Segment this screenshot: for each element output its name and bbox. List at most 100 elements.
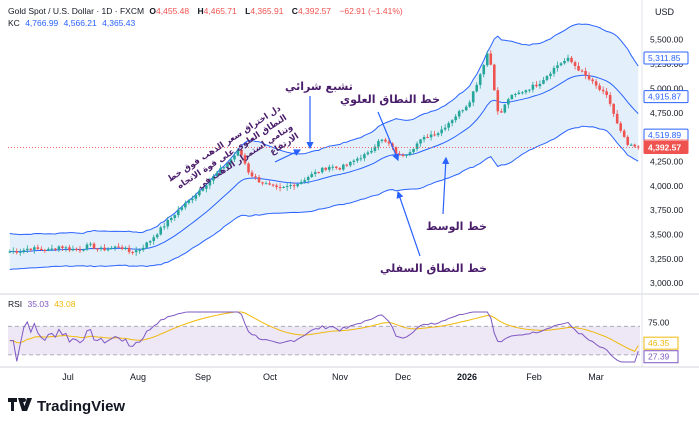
candle-body (507, 99, 510, 105)
candle-body (584, 70, 587, 76)
candle-body (261, 182, 264, 184)
candle-body (524, 90, 528, 93)
candle-body (40, 248, 43, 250)
y-tick-label: 3,250.00 (650, 254, 683, 264)
x-tick-label: Aug (130, 372, 146, 382)
ohlc-high: H4,465.71 (197, 6, 237, 16)
candle-body (636, 146, 640, 148)
candle-body (521, 92, 524, 94)
candle-body (15, 251, 19, 253)
candle-body (36, 247, 40, 249)
candle-body (240, 149, 243, 156)
candle-body (215, 172, 219, 177)
candle-body (145, 242, 148, 248)
candle-body (257, 177, 261, 183)
y-tick-label: 3,500.00 (650, 229, 683, 239)
candle-body (296, 183, 299, 187)
keltner-lower-band (9, 125, 639, 271)
rsi-axis-box (643, 350, 679, 364)
kc-price-label: 4,519.89 (648, 130, 681, 140)
candle-body (110, 247, 113, 250)
rsi-axis-box (643, 336, 679, 350)
candle-body (591, 79, 594, 82)
ohlc-open: O4,455.48 (149, 6, 190, 16)
keltner-middle-line (9, 74, 639, 253)
candle-body (184, 202, 187, 208)
candle-body (289, 185, 292, 187)
candle-body (454, 116, 457, 121)
candle-body (489, 53, 493, 65)
candle-body (11, 251, 15, 253)
candle-body (377, 141, 380, 147)
candle-body (208, 180, 212, 186)
candle-body (570, 57, 573, 63)
candle-body (82, 249, 85, 251)
candle-body (303, 180, 306, 182)
candles (8, 50, 640, 256)
candle-body (54, 248, 57, 250)
candle-body (233, 155, 236, 160)
y-tick-label: 3,000.00 (650, 278, 683, 288)
arrow-lower-band (396, 190, 421, 257)
candle-body (50, 248, 54, 250)
candle-body (317, 172, 321, 174)
x-tick-label: Sep (195, 372, 211, 382)
symbol-legend: Gold Spot / U.S. Dollar · 1D · FXCM O4,4… (8, 6, 406, 16)
candle-body (615, 113, 619, 124)
candle-body (338, 167, 342, 170)
candle-body (528, 89, 531, 91)
candle-body (247, 163, 250, 173)
candle-body (394, 147, 398, 155)
candle-body (408, 152, 412, 155)
kc-price-label: 5,311.85 (648, 53, 681, 63)
candle-body (514, 93, 517, 95)
candle-body (29, 248, 33, 250)
candle-body (226, 163, 229, 168)
candle-body (18, 251, 22, 253)
candle-body (43, 249, 47, 251)
rsi-label: RSI (8, 299, 23, 309)
annotation-overbought: تشبع شرائي (285, 80, 353, 93)
candle-body (173, 215, 177, 218)
candle-body (492, 64, 496, 91)
candle-body (352, 160, 356, 162)
x-tick-label: Oct (263, 372, 278, 382)
candle-body (250, 172, 254, 177)
candle-body (587, 75, 591, 80)
candle-body (127, 247, 131, 252)
candle-body (405, 154, 408, 156)
candle-body (155, 234, 159, 238)
candle-body (222, 167, 226, 169)
tradingview-logo (8, 398, 32, 415)
candle-body (26, 248, 29, 251)
candle-body (380, 139, 384, 142)
kc-price-label-box (643, 90, 689, 104)
candle-body (552, 68, 556, 74)
candle-body (271, 184, 275, 186)
rsi-legend[interactable]: RSI 35.03 43.08 (8, 299, 78, 309)
candle-body (559, 63, 563, 66)
candle-body (201, 188, 205, 191)
symbol-title[interactable]: Gold Spot / U.S. Dollar · 1D · FXCM (8, 6, 145, 16)
candle-body (268, 183, 271, 185)
candle-body (619, 123, 622, 131)
arrow-upper-band (377, 111, 400, 162)
candle-body (633, 144, 637, 147)
rsi-value: 35.03 (27, 299, 49, 309)
candle-body (103, 247, 106, 251)
kc-legend[interactable]: KC 4,766.99 4,566.21 4,365.43 (8, 18, 138, 28)
candle-body (47, 248, 50, 251)
candle-body (387, 141, 391, 144)
candle-body (601, 89, 605, 92)
candle-body (542, 79, 545, 84)
candle-body (538, 83, 542, 87)
candle-body (334, 166, 338, 168)
rsi-ma-value: 43.08 (54, 299, 76, 309)
candle-body (169, 217, 173, 221)
candle-body (345, 164, 349, 166)
candle-body (331, 166, 335, 168)
brand-name: TradingView (37, 398, 126, 415)
candle-body (370, 150, 373, 153)
x-tick-label: Feb (526, 372, 542, 382)
rsi-axis-label: 46.35 (648, 338, 670, 348)
